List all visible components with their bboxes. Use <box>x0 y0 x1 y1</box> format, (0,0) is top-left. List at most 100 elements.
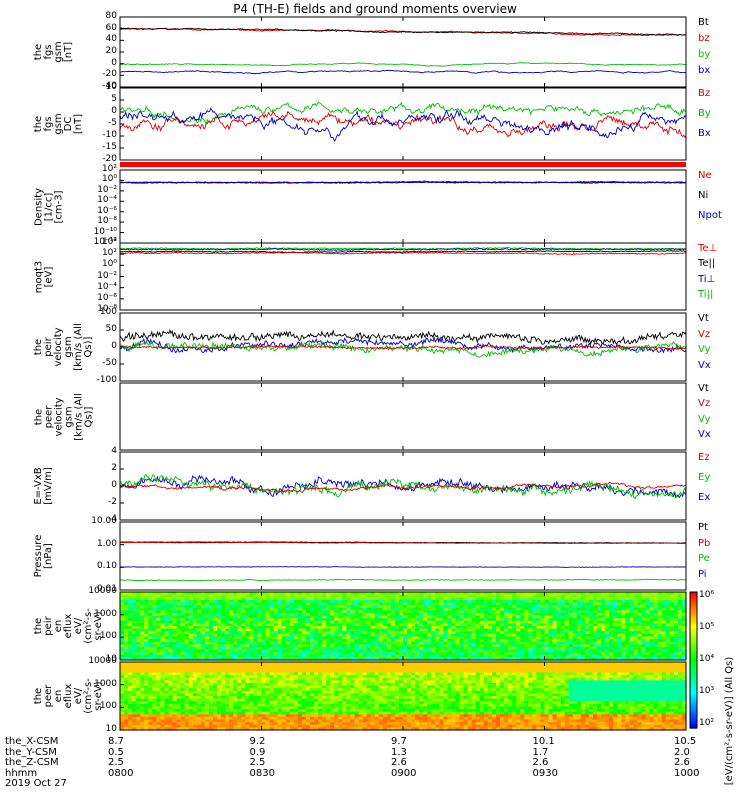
fgs_gsm_total-series-by <box>120 63 686 67</box>
xaxis-date: 2019 Oct 27 <box>5 778 67 789</box>
pressure-ytick: 1.00 <box>87 539 117 549</box>
fgs_gsm_dc-ytick: -10 <box>87 130 117 140</box>
xaxis-value: 0900 <box>391 768 416 779</box>
xaxis-value: 0.9 <box>250 747 266 758</box>
xaxis-value: 0.5 <box>108 747 124 758</box>
colorbar-label: [eV/(cm²-s-sr-eV)] (All Qs) <box>725 631 737 811</box>
peir_velocity-series-Vz <box>120 338 686 353</box>
temperature-ytick: 10² <box>87 248 117 258</box>
fgs_gsm_dc-ytick: 10 <box>87 82 117 92</box>
colorbar-tick: 10² <box>699 718 721 728</box>
peer_velocity-ylabel: the peer velocity gsm [km/s (All Qs)] <box>34 383 90 450</box>
pressure-ylabel: Pressure [nPa] <box>34 522 90 590</box>
fgs_gsm_total-ytick: 40 <box>87 34 117 44</box>
xaxis-row-name-the_X-CSM: the_X-CSM <box>5 736 58 747</box>
density-ytick: 10⁻⁶ <box>87 206 117 216</box>
pressure-ytick: 0.10 <box>87 561 117 571</box>
efield-legend-Ex: Ex <box>698 492 710 503</box>
xaxis-value: 1.3 <box>391 747 407 758</box>
fgs_gsm_total-ytick: 0 <box>87 58 117 68</box>
xaxis-value: 2.5 <box>108 757 124 768</box>
temperature-ytick: 10⁻⁶ <box>87 293 117 303</box>
fgs_gsm_dc-ytick: 5 <box>87 94 117 104</box>
peer_velocity-legend-Vt: Vt <box>698 383 709 394</box>
peer_velocity-legend-Vy: Vy <box>698 414 711 425</box>
temperature-ytick: 10⁴ <box>87 237 117 247</box>
fgs_gsm_total-ytick: 60 <box>87 23 117 33</box>
peer_velocity-frame <box>120 383 686 450</box>
xaxis-value: 1.7 <box>533 747 549 758</box>
xaxis-value: 2.5 <box>250 757 266 768</box>
efield-legend-Ez: Ez <box>698 452 710 463</box>
colorbar-tick: 10³ <box>699 686 721 696</box>
peir_eflux-spectrogram <box>120 592 687 661</box>
efield-legend-Ey: Ey <box>698 472 710 483</box>
xaxis-value: 10.5 <box>674 736 696 747</box>
fgs_gsm_dc-ytick: -20 <box>87 154 117 164</box>
fgs_gsm_dc-ylabel: the fgs gsm DC [nT] <box>34 88 90 160</box>
peir_velocity-ylabel: the peir velocity gsm [km/s (All Qs)] <box>34 313 90 381</box>
density-ytick: 10⁻⁸ <box>87 216 117 226</box>
peir_velocity-series-Vt <box>120 330 686 344</box>
peir_velocity-legend-Vz: Vz <box>698 329 710 340</box>
fgs_gsm_total-frame <box>120 17 686 87</box>
colorbar-tick: 10⁶ <box>699 590 721 600</box>
pressure-legend-Pt: Pt <box>698 522 708 533</box>
peer_eflux-spectrogram <box>120 662 687 731</box>
pressure-legend-Pe: Pe <box>698 553 710 564</box>
peir_velocity-ytick: 100 <box>87 307 117 317</box>
peer_eflux-ytick: 10000 <box>87 656 117 666</box>
temperature-ytick: 10⁻⁴ <box>87 282 117 292</box>
fgs_gsm_dc-ytick: -15 <box>87 142 117 152</box>
density-ytick: 10⁰ <box>87 174 117 184</box>
temperature-series-Ti|| <box>120 252 686 254</box>
peir_velocity-legend-Vt: Vt <box>698 313 709 324</box>
fgs_gsm_total-ytick: 20 <box>87 46 117 56</box>
temperature-legend-Te⊥: Te⊥ <box>698 243 717 254</box>
fgs_gsm_dc-legend-Bz: Bz <box>698 88 710 99</box>
peir_velocity-legend-Vx: Vx <box>698 360 711 371</box>
peir_velocity-legend-Vy: Vy <box>698 344 711 355</box>
efield-ytick: 0 <box>87 480 117 490</box>
peir_eflux-ytick: 10000 <box>87 586 117 596</box>
peir_velocity-ytick: -100 <box>87 375 117 385</box>
density-frame <box>120 170 686 243</box>
peer_velocity-legend-Vz: Vz <box>698 398 710 409</box>
xaxis-value: 9.7 <box>391 736 407 747</box>
fgs_gsm_total-legend-bx: bx <box>698 65 710 76</box>
density-ytick: 10⁻² <box>87 185 117 195</box>
pressure-series-Pi <box>120 579 686 581</box>
peir_velocity-ytick: -50 <box>87 358 117 368</box>
xaxis-value: 2.6 <box>391 757 407 768</box>
xaxis-value: 9.2 <box>250 736 266 747</box>
fgs_gsm_dc-ytick: -5 <box>87 118 117 128</box>
efield-ytick: -2 <box>87 497 117 507</box>
fgs_gsm_dc-legend-By: By <box>698 108 711 119</box>
temperature-legend-Ti||: Ti|| <box>698 289 713 300</box>
temperature-ytick: 10⁻² <box>87 271 117 281</box>
density-ytick: 10⁻¹⁰ <box>87 227 117 237</box>
temperature-ylabel: moqt3 [eV] <box>34 243 90 310</box>
colorbar-tick: 10⁵ <box>699 622 721 632</box>
efield-ytick: 4 <box>87 446 117 456</box>
fgs_gsm_total-ytick: -20 <box>87 69 117 79</box>
fgs_gsm_total-ytick: 80 <box>87 11 117 21</box>
density-legend-Npot: Npot <box>698 210 722 221</box>
xaxis-value: 0800 <box>108 768 133 779</box>
peer_eflux-ylabel: the peer en eflux eV/ (cm²-s- sr-eV) <box>34 662 90 730</box>
peir_eflux-ylabel: the peir en eflux eV/ (cm²-s- sr-eV) <box>34 592 90 660</box>
peir_velocity-ytick: 50 <box>87 324 117 334</box>
xaxis-row-name-the_Z-CSM: the_Z-CSM <box>5 757 59 768</box>
temperature-legend-Te||: Te|| <box>698 258 715 269</box>
temperature-series-Ti⊥ <box>120 251 686 253</box>
density-legend-Ni: Ni <box>698 190 708 201</box>
temperature-ytick: 10⁰ <box>87 259 117 269</box>
fgs_gsm_total-legend-bz: bz <box>698 33 710 44</box>
fgs_gsm_dc-legend-Bx: Bx <box>698 128 711 139</box>
xaxis-row-name-the_Y-CSM: the_Y-CSM <box>5 747 57 758</box>
quality-flag-bar <box>120 162 686 167</box>
xaxis-value: 2.0 <box>674 747 690 758</box>
pressure-series-Pe <box>120 567 686 568</box>
temperature-legend-Ti⊥: Ti⊥ <box>698 274 715 285</box>
xaxis-value: 10.1 <box>533 736 555 747</box>
